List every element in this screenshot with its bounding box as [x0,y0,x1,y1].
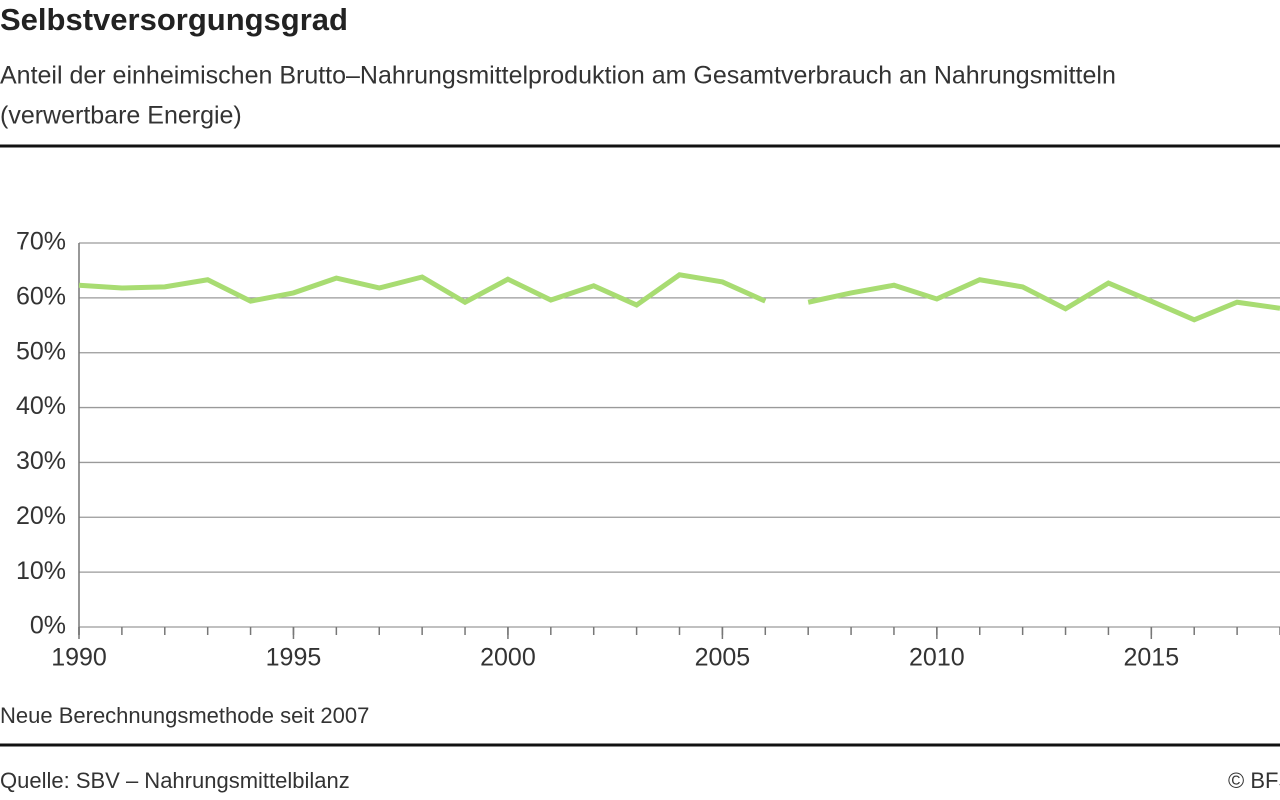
y-tick-label: 70% [16,228,66,256]
y-tick-label: 40% [16,392,66,420]
x-tick-label: 1990 [51,644,107,672]
x-tick-label: 2010 [909,644,965,672]
note: Neue Berechnungsmethode seit 2007 [0,703,369,728]
y-tick-label: 50% [16,337,66,365]
x-tick-label: 2005 [695,644,751,672]
y-tick-label: 30% [16,447,66,475]
x-tick-label: 1995 [266,644,322,672]
chart-subtitle: (verwertbare Energie) [0,102,242,130]
y-tick-label: 10% [16,557,66,585]
chart-subtitle: Anteil der einheimischen Brutto–Nahrungs… [0,62,1116,90]
source: Quelle: SBV – Nahrungsmittelbilanz [0,768,350,793]
data-line [807,277,1280,323]
copyright: © BFS [1228,768,1280,793]
x-tick-label: 2015 [1124,644,1180,672]
x-tick-label: 2000 [480,644,536,672]
y-tick-label: 20% [16,502,66,530]
y-tick-label: 60% [16,282,66,310]
chart-title: Selbstversorgungsgrad [0,2,348,37]
data-line [78,272,767,308]
y-tick-label: 0% [30,612,66,640]
